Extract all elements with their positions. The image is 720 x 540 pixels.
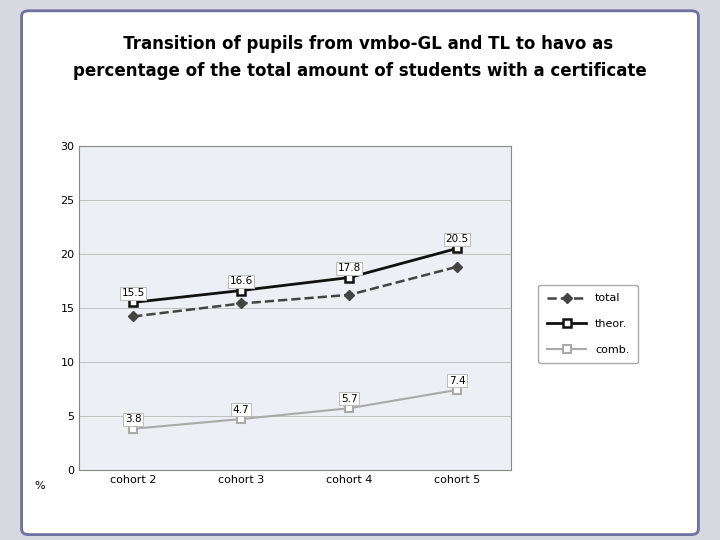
Text: 17.8: 17.8 [338,263,361,273]
Text: 20.5: 20.5 [446,234,469,244]
Text: 16.6: 16.6 [230,276,253,286]
Text: 5.7: 5.7 [341,394,358,404]
Text: percentage of the total amount of students with a certificate: percentage of the total amount of studen… [73,62,647,80]
Text: %: % [35,481,45,491]
Text: Transition of pupils from vmbo-GL and TL to havo as: Transition of pupils from vmbo-GL and TL… [107,35,613,53]
Text: 4.7: 4.7 [233,404,250,415]
Text: 15.5: 15.5 [122,288,145,298]
Legend: total, theor., comb.: total, theor., comb. [539,285,639,363]
Text: 7.4: 7.4 [449,375,466,386]
Text: 3.8: 3.8 [125,414,142,424]
